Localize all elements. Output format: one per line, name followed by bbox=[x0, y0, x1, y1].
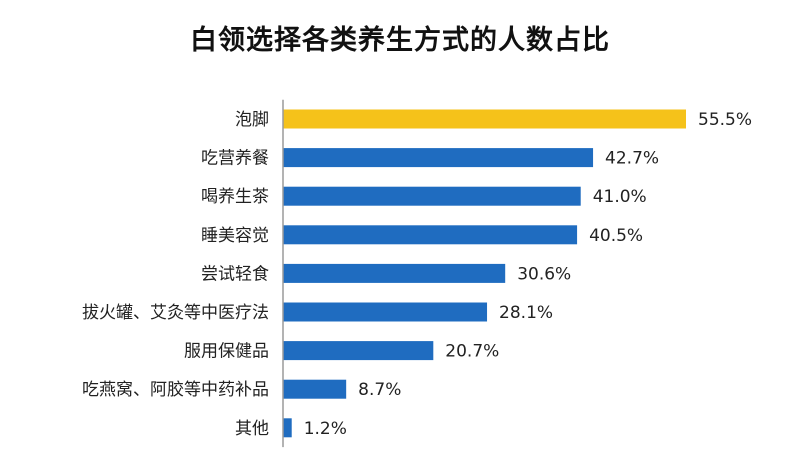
bar-0 bbox=[283, 109, 686, 129]
category-label: 尝试轻食 bbox=[201, 264, 269, 284]
category-label: 服用保健品 bbox=[184, 342, 269, 362]
value-label: 40.5% bbox=[589, 226, 643, 246]
value-label: 55.5% bbox=[698, 110, 752, 130]
chart-title: 白领选择各类养生方式的人数占比 bbox=[190, 25, 610, 56]
value-label: 1.2% bbox=[304, 419, 347, 439]
value-label: 30.6% bbox=[517, 264, 571, 284]
value-label: 8.7% bbox=[358, 380, 401, 400]
bar-4 bbox=[283, 263, 506, 283]
bar-5 bbox=[283, 302, 488, 322]
category-label: 泡脚 bbox=[235, 110, 269, 130]
bar-2 bbox=[283, 186, 581, 206]
value-label: 20.7% bbox=[445, 342, 499, 362]
category-label: 睡美容觉 bbox=[201, 226, 269, 246]
bar-8 bbox=[283, 418, 292, 438]
category-label: 吃营养餐 bbox=[201, 149, 269, 169]
value-label: 28.1% bbox=[499, 303, 553, 323]
bar-3 bbox=[283, 225, 578, 245]
category-label: 吃燕窝、阿胶等中药补品 bbox=[82, 380, 269, 400]
bar-7 bbox=[283, 379, 347, 399]
value-label: 42.7% bbox=[605, 149, 659, 169]
bar-6 bbox=[283, 341, 434, 361]
category-label: 拔火罐、艾灸等中医疗法 bbox=[82, 303, 269, 323]
category-label: 其他 bbox=[235, 419, 269, 439]
value-label: 41.0% bbox=[593, 187, 647, 207]
bar-1 bbox=[283, 148, 594, 168]
category-label: 喝养生茶 bbox=[201, 187, 269, 207]
